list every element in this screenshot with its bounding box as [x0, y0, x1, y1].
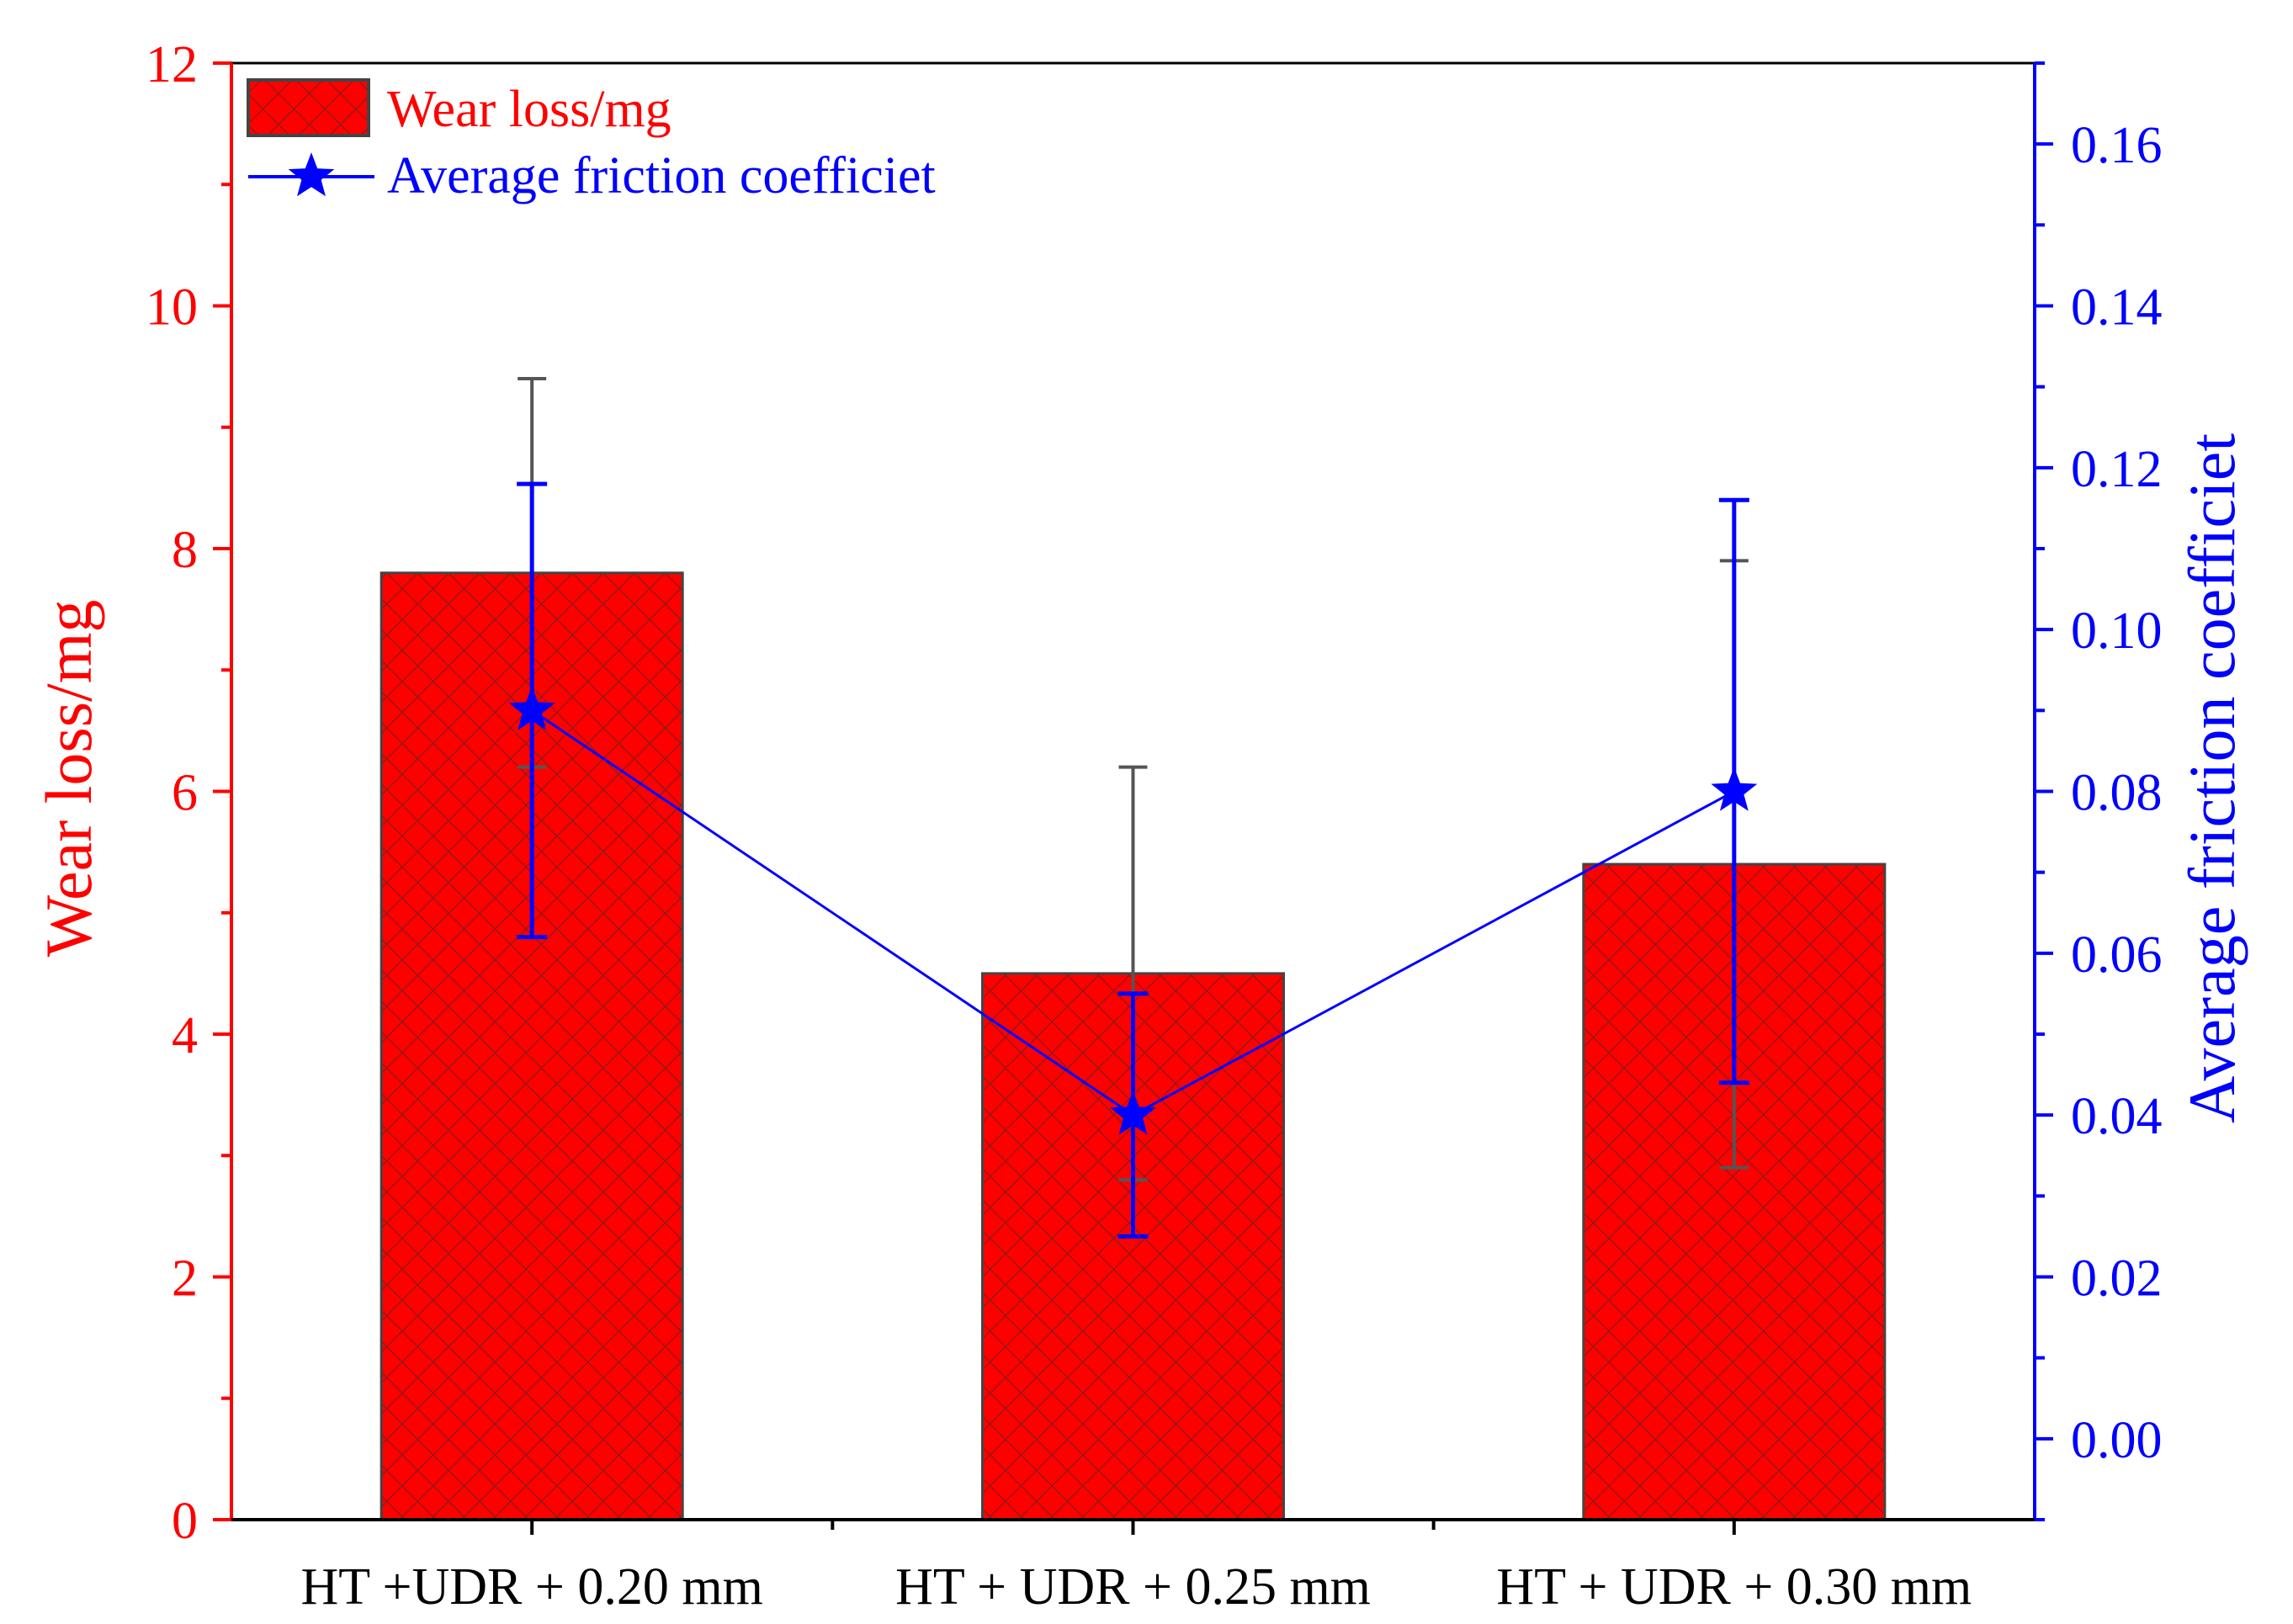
right-tick-label-0.16: 0.16: [2071, 117, 2163, 174]
right-tick-label-0.06: 0.06: [2071, 926, 2163, 984]
legend-label-wear-loss: Wear loss/mg: [387, 81, 671, 138]
legend: Wear loss/mg Average friction coefficiet: [247, 78, 936, 204]
friction-point-star-icon-3: [1711, 767, 1758, 811]
left-tick-label-8: 8: [172, 522, 198, 579]
friction-point-star-icon-2: [1110, 1091, 1156, 1135]
x-axis-ticks: HT +UDR + 0.20 mm HT + UDR + 0.25 mm HT + …: [301, 1520, 1972, 1616]
x-tick-label-3: HT + UDR + 0.30 mm: [1496, 1558, 1972, 1616]
right-tick-label-0.14: 0.14: [2071, 279, 2163, 337]
right-tick-label-0.00: 0.00: [2071, 1412, 2163, 1469]
left-tick-label-6: 6: [172, 765, 198, 822]
right-tick-label-0.10: 0.10: [2071, 602, 2163, 660]
friction-point-star-icon-1: [508, 686, 555, 730]
left-tick-label-12: 12: [146, 36, 198, 93]
left-tick-label-2: 2: [172, 1250, 198, 1308]
left-axis-title: Wear loss/mg: [32, 600, 105, 958]
right-tick-label-0.04: 0.04: [2071, 1088, 2163, 1145]
left-tick-label-10: 10: [146, 279, 198, 337]
legend-label-friction: Average friction coefficiet: [387, 147, 936, 204]
legend-bar-swatch: [247, 78, 370, 137]
right-tick-label-0.12: 0.12: [2071, 441, 2163, 498]
friction-line-layer: [508, 481, 1758, 1239]
x-tick-label-1: HT +UDR + 0.20 mm: [301, 1558, 763, 1616]
right-axis-title: Average friction coefficiet: [2175, 433, 2248, 1123]
left-axis-ticks: 0 2 4 6 8 10 12: [146, 36, 231, 1550]
right-tick-label-0.02: 0.02: [2071, 1250, 2163, 1308]
left-tick-label-0: 0: [172, 1493, 198, 1550]
right-axis-ticks: 0.00 0.02 0.04 0.06 0.08 0.10 0.12 0.14 0.16: [2035, 61, 2163, 1521]
legend-star-marker-icon: [288, 152, 335, 197]
right-tick-label-0.08: 0.08: [2071, 765, 2163, 822]
left-tick-label-4: 4: [172, 1007, 198, 1064]
x-tick-label-2: HT + UDR + 0.25 mm: [895, 1558, 1371, 1616]
